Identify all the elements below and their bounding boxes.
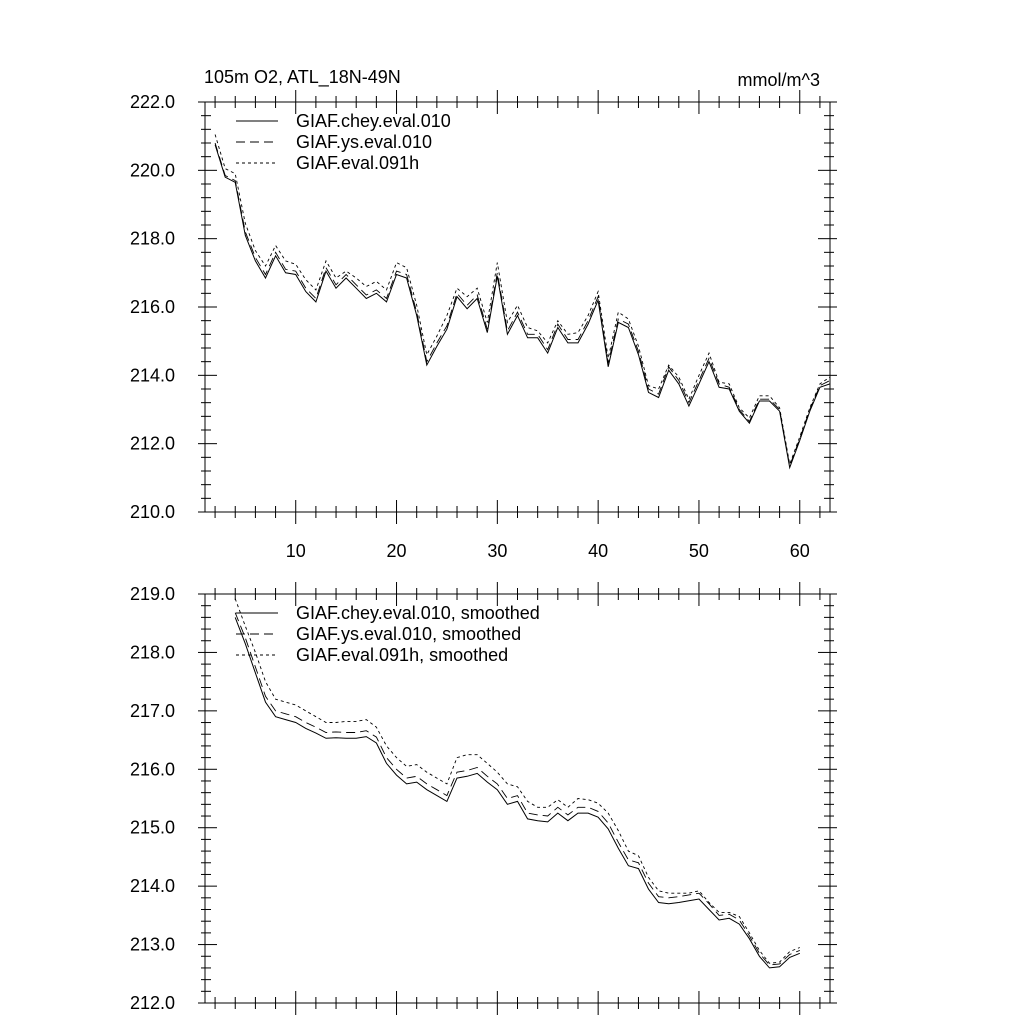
legend-label: GIAF.ys.eval.010 <box>296 132 432 152</box>
x-tick-label: 60 <box>790 541 810 561</box>
y-tick-label: 214.0 <box>130 876 175 896</box>
x-tick-label: 10 <box>286 541 306 561</box>
series-line-dotted <box>234 598 800 964</box>
y-tick-label: 212.0 <box>130 434 175 454</box>
legend-label: GIAF.chey.eval.010 <box>296 111 451 131</box>
x-tick-label: 40 <box>588 541 608 561</box>
y-tick-label: 219.0 <box>130 584 175 604</box>
y-tick-label: 218.0 <box>130 229 175 249</box>
legend-label: GIAF.eval.091h, smoothed <box>296 645 508 665</box>
series-line-solid <box>234 617 800 969</box>
series-line-dashed <box>234 612 800 966</box>
legend-label: GIAF.eval.091h <box>296 153 419 173</box>
x-tick-label: 50 <box>689 541 709 561</box>
y-tick-label: 216.0 <box>130 297 175 317</box>
chart-title: 105m O2, ATL_18N-49N <box>204 67 401 88</box>
y-tick-label: 222.0 <box>130 92 175 112</box>
series-line-dotted <box>214 134 830 466</box>
legend-label: GIAF.chey.eval.010, smoothed <box>296 603 540 623</box>
series-line-solid <box>214 144 830 470</box>
panel-raw: 210.0 212.0 214.0 216.0 218.0 220.0 222.0 10 20 3… <box>130 90 837 561</box>
panel-smoothed: 212.0 213.0 214.0 215.0 216.0 217.0 218.0 219.0… <box>130 582 837 1015</box>
y-tick-label: 215.0 <box>130 818 175 838</box>
y-tick-label: 217.0 <box>130 701 175 721</box>
x-tick-label: 30 <box>487 541 507 561</box>
y-tick-label: 210.0 <box>130 502 175 522</box>
y-tick-label: 220.0 <box>130 160 175 180</box>
y-tick-label: 212.0 <box>130 993 175 1013</box>
y-tick-label: 214.0 <box>130 365 175 385</box>
series-line-dashed <box>214 142 830 468</box>
y-tick-label: 216.0 <box>130 759 175 779</box>
chart-units-label: mmol/m^3 <box>738 70 820 90</box>
legend-label: GIAF.ys.eval.010, smoothed <box>296 624 521 644</box>
x-tick-label: 20 <box>387 541 407 561</box>
y-tick-label: 213.0 <box>130 935 175 955</box>
y-tick-label: 218.0 <box>130 642 175 662</box>
